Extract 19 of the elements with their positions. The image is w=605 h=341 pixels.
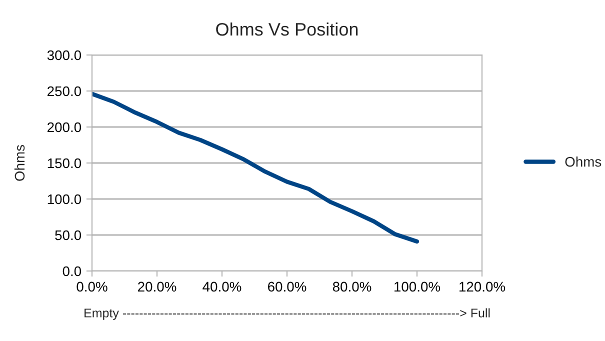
y-axis-title: Ohms bbox=[14, 144, 25, 181]
x-tick-label: 80.0% bbox=[332, 282, 372, 292]
y-tick-label: 200.0 bbox=[48, 122, 82, 132]
x-tick-label: 100.0% bbox=[394, 282, 440, 292]
x-tick-label: 20.0% bbox=[138, 282, 176, 292]
chart-title: Ohms Vs Position bbox=[216, 22, 358, 36]
x-tick-label: 40.0% bbox=[202, 282, 242, 292]
legend-label: Ohms bbox=[565, 156, 602, 167]
line-series bbox=[92, 92, 420, 244]
x-tick-label: 0.0% bbox=[76, 282, 108, 292]
y-tick-label: 300.0 bbox=[47, 50, 82, 60]
x-tick-label: 120.0% bbox=[460, 282, 506, 292]
x-tick-label: 60.0% bbox=[268, 282, 306, 292]
y-tick-label: 100.0 bbox=[48, 194, 82, 204]
y-tick-label: 50.0 bbox=[55, 230, 82, 240]
x-axis-title: Empty ---------------------------------------------------------------------------------> Full bbox=[84, 308, 490, 320]
y-tick-label: 0.0 bbox=[62, 266, 82, 276]
y-tick-label: 250.0 bbox=[48, 86, 82, 96]
y-tick-label: 150.0 bbox=[48, 158, 82, 168]
